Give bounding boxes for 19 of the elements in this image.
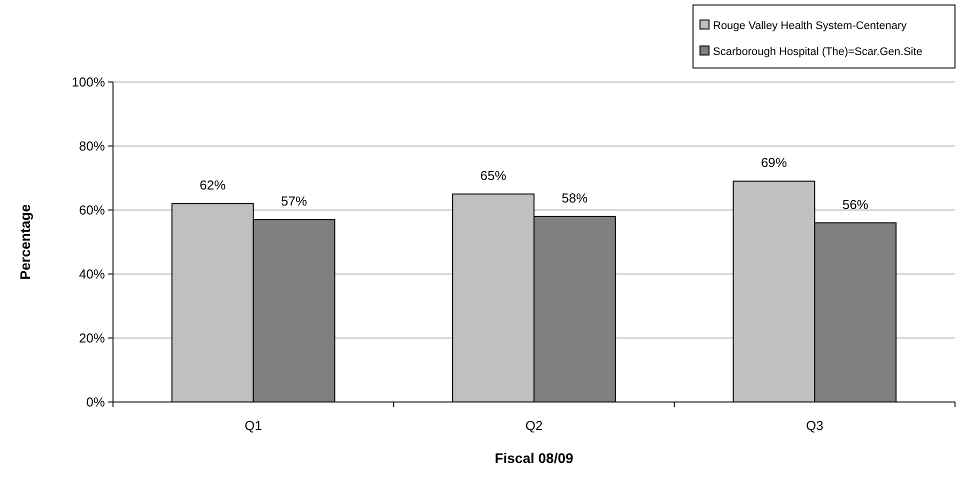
- data-label: 69%: [760, 155, 788, 170]
- x-tick-label: Q2: [525, 418, 543, 433]
- data-label: 56%: [842, 196, 869, 212]
- x-axis-title: Fiscal 08/09: [494, 450, 574, 466]
- legend-label: Scarborough Hospital (The)=Scar.Gen.Site: [713, 46, 922, 58]
- data-label: 58%: [562, 190, 588, 206]
- x-tick-label: Q3: [806, 418, 824, 433]
- y-tick-label: 100%: [72, 74, 106, 90]
- data-label: 65%: [480, 168, 507, 183]
- data-label: 57%: [281, 194, 308, 209]
- y-tick-label: 60%: [78, 202, 106, 218]
- y-axis-title: Percentage: [17, 204, 33, 280]
- y-tick-label: 40%: [78, 266, 106, 282]
- legend-label: Rouge Valley Health System-Centenary: [713, 20, 908, 32]
- y-tick-label: 80%: [78, 138, 106, 154]
- y-tick-label: 20%: [78, 330, 106, 346]
- data-label: 62%: [200, 178, 226, 193]
- y-tick-label: 0%: [86, 394, 106, 410]
- x-tick-label: Q1: [244, 418, 262, 433]
